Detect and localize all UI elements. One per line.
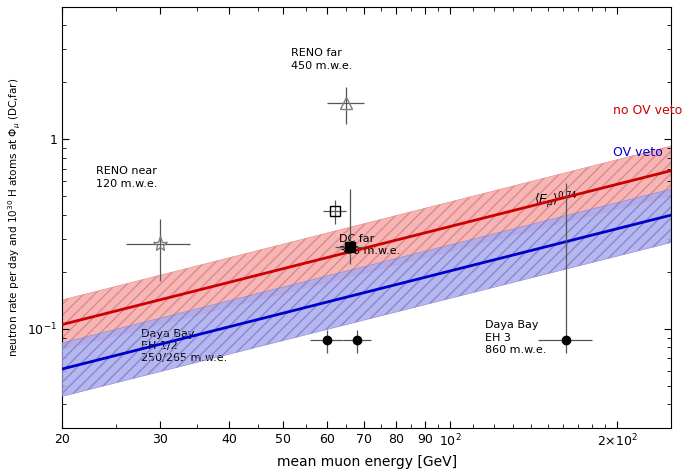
Y-axis label: neutron rate per day and 10$^{30}$ H atoms at $\Phi_{\mu}$ (DC,far): neutron rate per day and 10$^{30}$ H ato… bbox=[7, 78, 23, 357]
Text: no OV veto: no OV veto bbox=[613, 104, 683, 117]
Text: $\langle E_{\mu}\rangle^{0.74}$: $\langle E_{\mu}\rangle^{0.74}$ bbox=[534, 190, 578, 211]
Text: Daya Bay
EH 3
860 m.w.e.: Daya Bay EH 3 860 m.w.e. bbox=[485, 320, 547, 355]
Text: Daya Bay
EH 1/2
250/265 m.w.e.: Daya Bay EH 1/2 250/265 m.w.e. bbox=[141, 328, 228, 363]
X-axis label: mean muon energy [GeV]: mean muon energy [GeV] bbox=[276, 455, 457, 469]
Text: RENO far
450 m.w.e.: RENO far 450 m.w.e. bbox=[290, 49, 352, 71]
Text: RENO near
120 m.w.e.: RENO near 120 m.w.e. bbox=[96, 166, 157, 188]
Text: OV veto: OV veto bbox=[613, 146, 663, 159]
Text: DC far
300 m.w.e.: DC far 300 m.w.e. bbox=[339, 234, 400, 256]
